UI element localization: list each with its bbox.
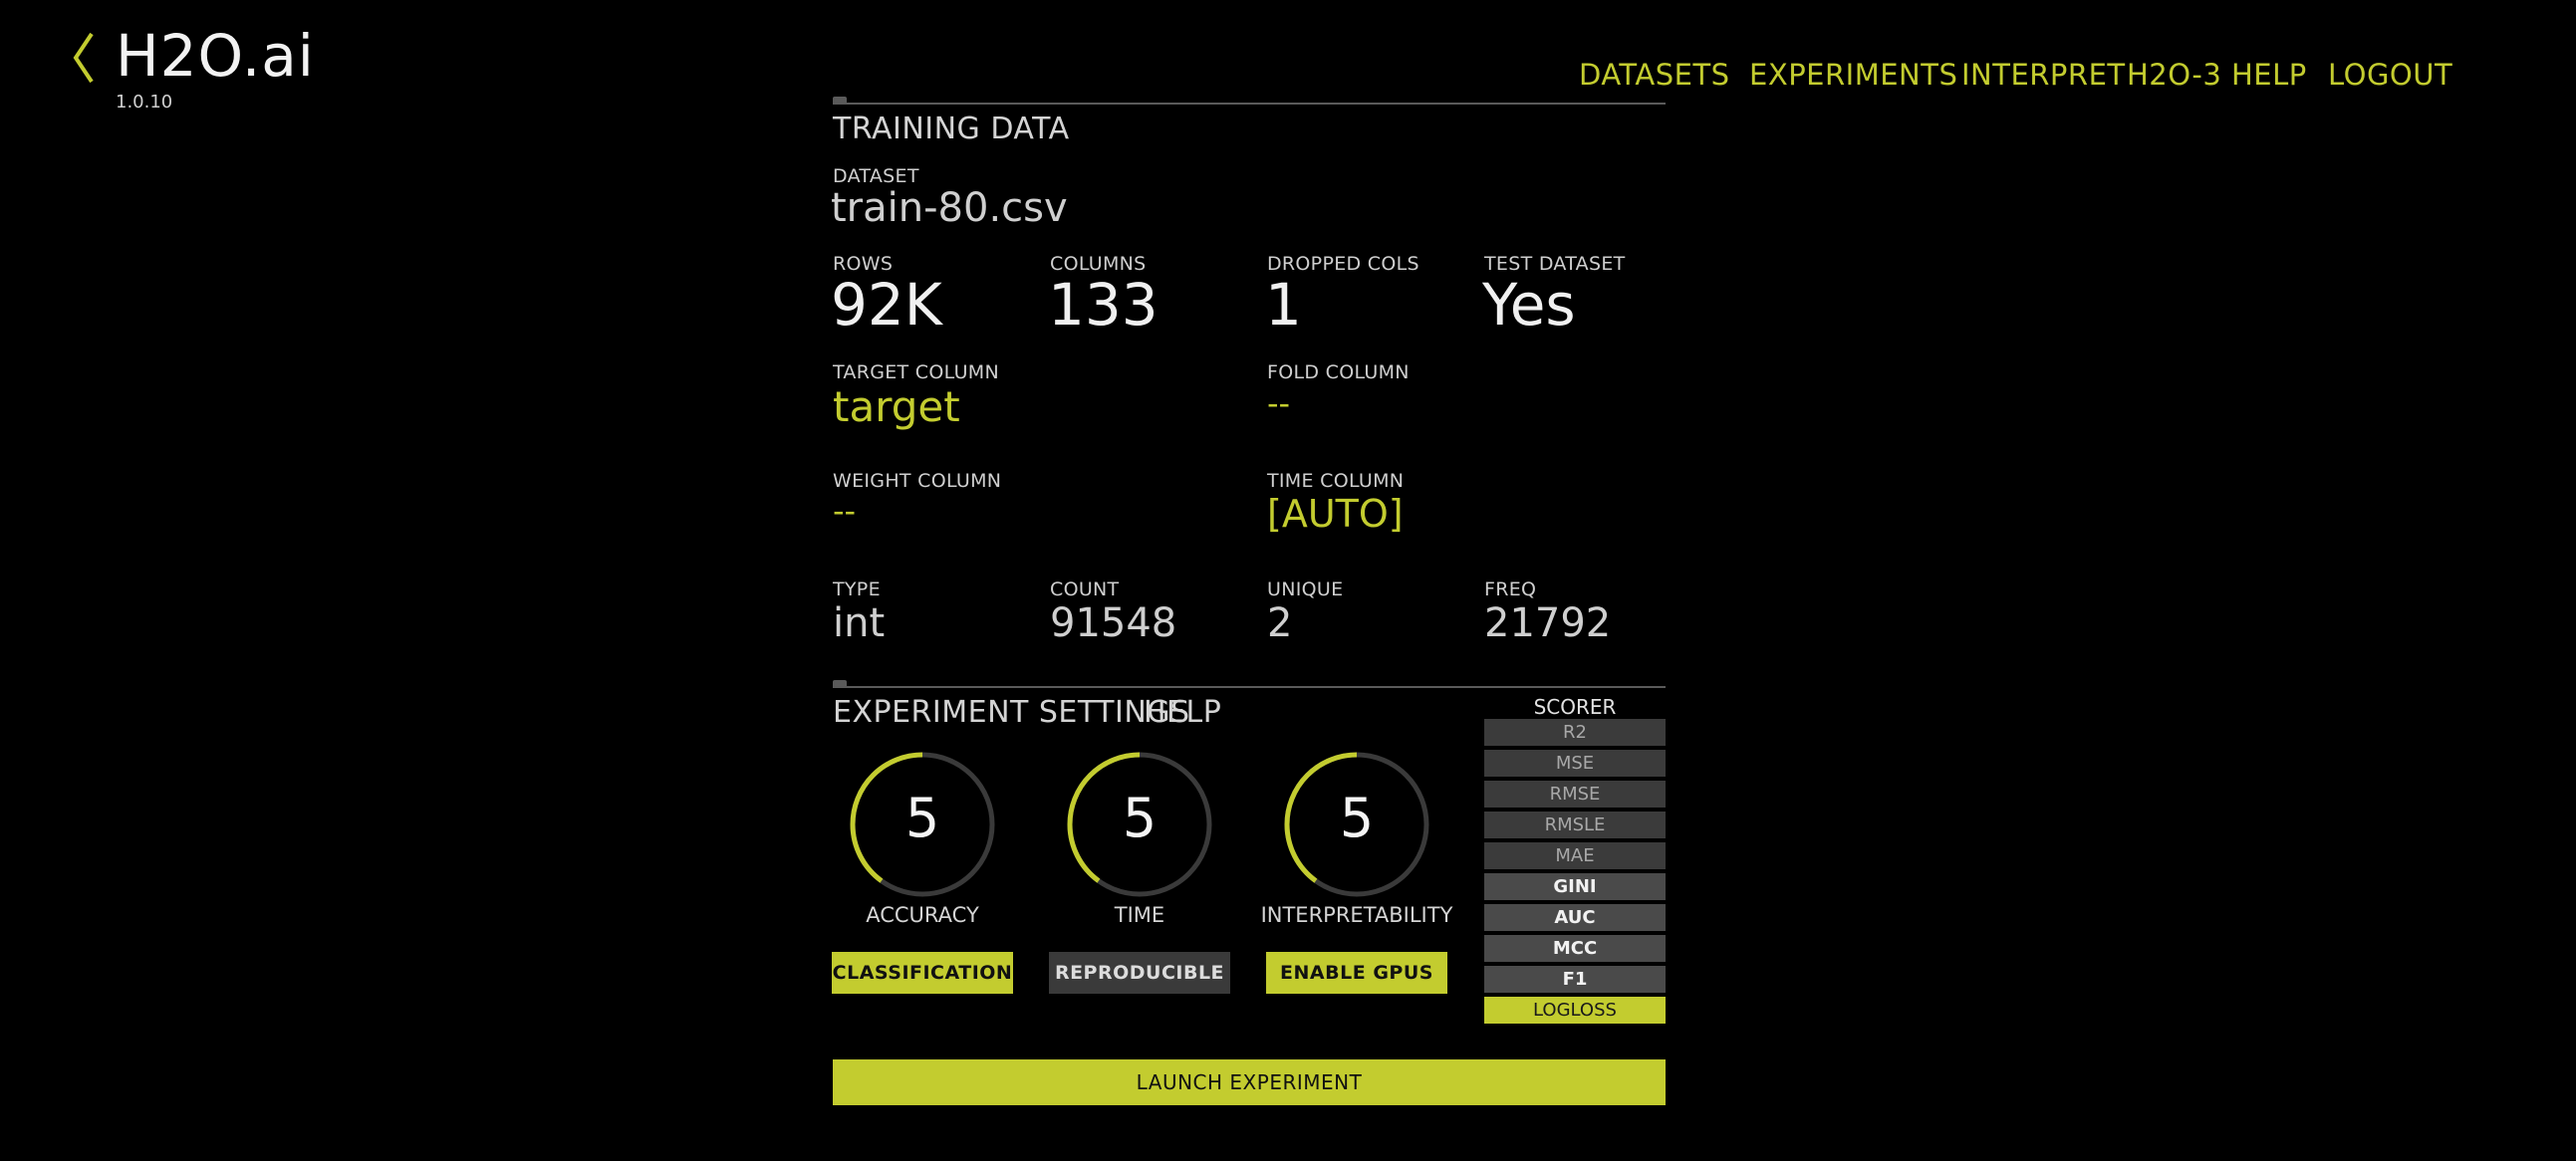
test-dataset-value[interactable]: Yes — [1482, 271, 1576, 339]
scorer-option-rmse[interactable]: RMSE — [1484, 781, 1666, 808]
unique-value: 2 — [1267, 600, 1293, 646]
time-dial[interactable] — [1065, 750, 1214, 899]
test-dataset-label: TEST DATASET — [1484, 253, 1626, 275]
reproducible-button[interactable]: REPRODUCIBLE — [1049, 952, 1230, 994]
unique-label: UNIQUE — [1267, 579, 1344, 600]
scorer-option-auc[interactable]: AUC — [1484, 904, 1666, 931]
target-column-label: TARGET COLUMN — [833, 361, 999, 383]
nav-help[interactable]: HELP — [2231, 58, 2307, 92]
target-column-value[interactable]: target — [833, 382, 960, 431]
freq-label: FREQ — [1484, 579, 1537, 600]
scorer-option-mcc[interactable]: MCC — [1484, 935, 1666, 962]
scorer-option-mae[interactable]: MAE — [1484, 842, 1666, 869]
scorer-option-gini[interactable]: GINI — [1484, 873, 1666, 900]
columns-label: COLUMNS — [1050, 253, 1147, 275]
nav-interpret[interactable]: INTERPRET — [1961, 58, 2126, 92]
freq-value: 21792 — [1484, 600, 1612, 646]
app-version: 1.0.10 — [116, 92, 173, 113]
nav-h2o3[interactable]: H2O-3 — [2127, 58, 2222, 92]
accuracy-value: 5 — [904, 787, 940, 849]
dataset-name: train-80.csv — [831, 185, 1068, 231]
nav-experiments[interactable]: EXPERIMENTS — [1749, 58, 1958, 92]
nav-logout[interactable]: LOGOUT — [2328, 58, 2453, 92]
columns-value: 133 — [1048, 271, 1159, 339]
interpretability-value: 5 — [1339, 787, 1375, 849]
fold-column-value[interactable]: -- — [1267, 384, 1291, 422]
section-divider — [833, 103, 1666, 105]
count-value: 91548 — [1050, 600, 1177, 646]
interpretability-dial[interactable] — [1282, 750, 1431, 899]
dataset-label: DATASET — [833, 165, 919, 187]
rows-value: 92K — [831, 271, 942, 339]
classification-button[interactable]: CLASSIFICATION — [832, 952, 1013, 994]
time-column-label: TIME COLUMN — [1267, 470, 1405, 492]
scorer-option-rmsle[interactable]: RMSLE — [1484, 812, 1666, 838]
weight-column-label: WEIGHT COLUMN — [833, 470, 1002, 492]
time-label: TIME — [1114, 903, 1165, 927]
dropped-cols-label: DROPPED COLS — [1267, 253, 1419, 275]
time-value: 5 — [1122, 787, 1158, 849]
fold-column-label: FOLD COLUMN — [1267, 361, 1410, 383]
dropped-cols-value[interactable]: 1 — [1265, 271, 1302, 339]
scorer-list: R2 MSE RMSE RMSLE MAE GINI AUC MCC F1 LO… — [1484, 719, 1666, 1028]
experiment-settings-title: EXPERIMENT SETTINGS — [833, 695, 1190, 730]
accuracy-dial[interactable] — [848, 750, 997, 899]
type-label: TYPE — [833, 579, 881, 600]
settings-help-link[interactable]: HELP — [1144, 695, 1222, 730]
scorer-option-f1[interactable]: F1 — [1484, 966, 1666, 993]
launch-experiment-button[interactable]: LAUNCH EXPERIMENT — [833, 1059, 1666, 1105]
accuracy-label: ACCURACY — [866, 903, 979, 927]
weight-column-value[interactable]: -- — [833, 492, 857, 530]
scorer-option-r2[interactable]: R2 — [1484, 719, 1666, 746]
training-data-title: TRAINING DATA — [833, 112, 1070, 146]
section-divider — [833, 686, 1666, 688]
scorer-title: SCORER — [1533, 695, 1617, 719]
back-chevron-icon[interactable] — [66, 30, 102, 86]
count-label: COUNT — [1050, 579, 1120, 600]
scorer-option-mse[interactable]: MSE — [1484, 750, 1666, 777]
app-logo[interactable]: H2O.ai — [116, 22, 315, 90]
nav-datasets[interactable]: DATASETS — [1579, 58, 1730, 92]
interpretability-label: INTERPRETABILITY — [1260, 903, 1453, 927]
type-value: int — [833, 600, 886, 646]
enable-gpus-button[interactable]: ENABLE GPUS — [1266, 952, 1447, 994]
time-column-value[interactable]: [AUTO] — [1267, 492, 1404, 536]
rows-label: ROWS — [833, 253, 894, 275]
section-divider-tab — [833, 97, 847, 103]
scorer-option-logloss[interactable]: LOGLOSS — [1484, 997, 1666, 1024]
section-divider-tab — [833, 680, 847, 686]
